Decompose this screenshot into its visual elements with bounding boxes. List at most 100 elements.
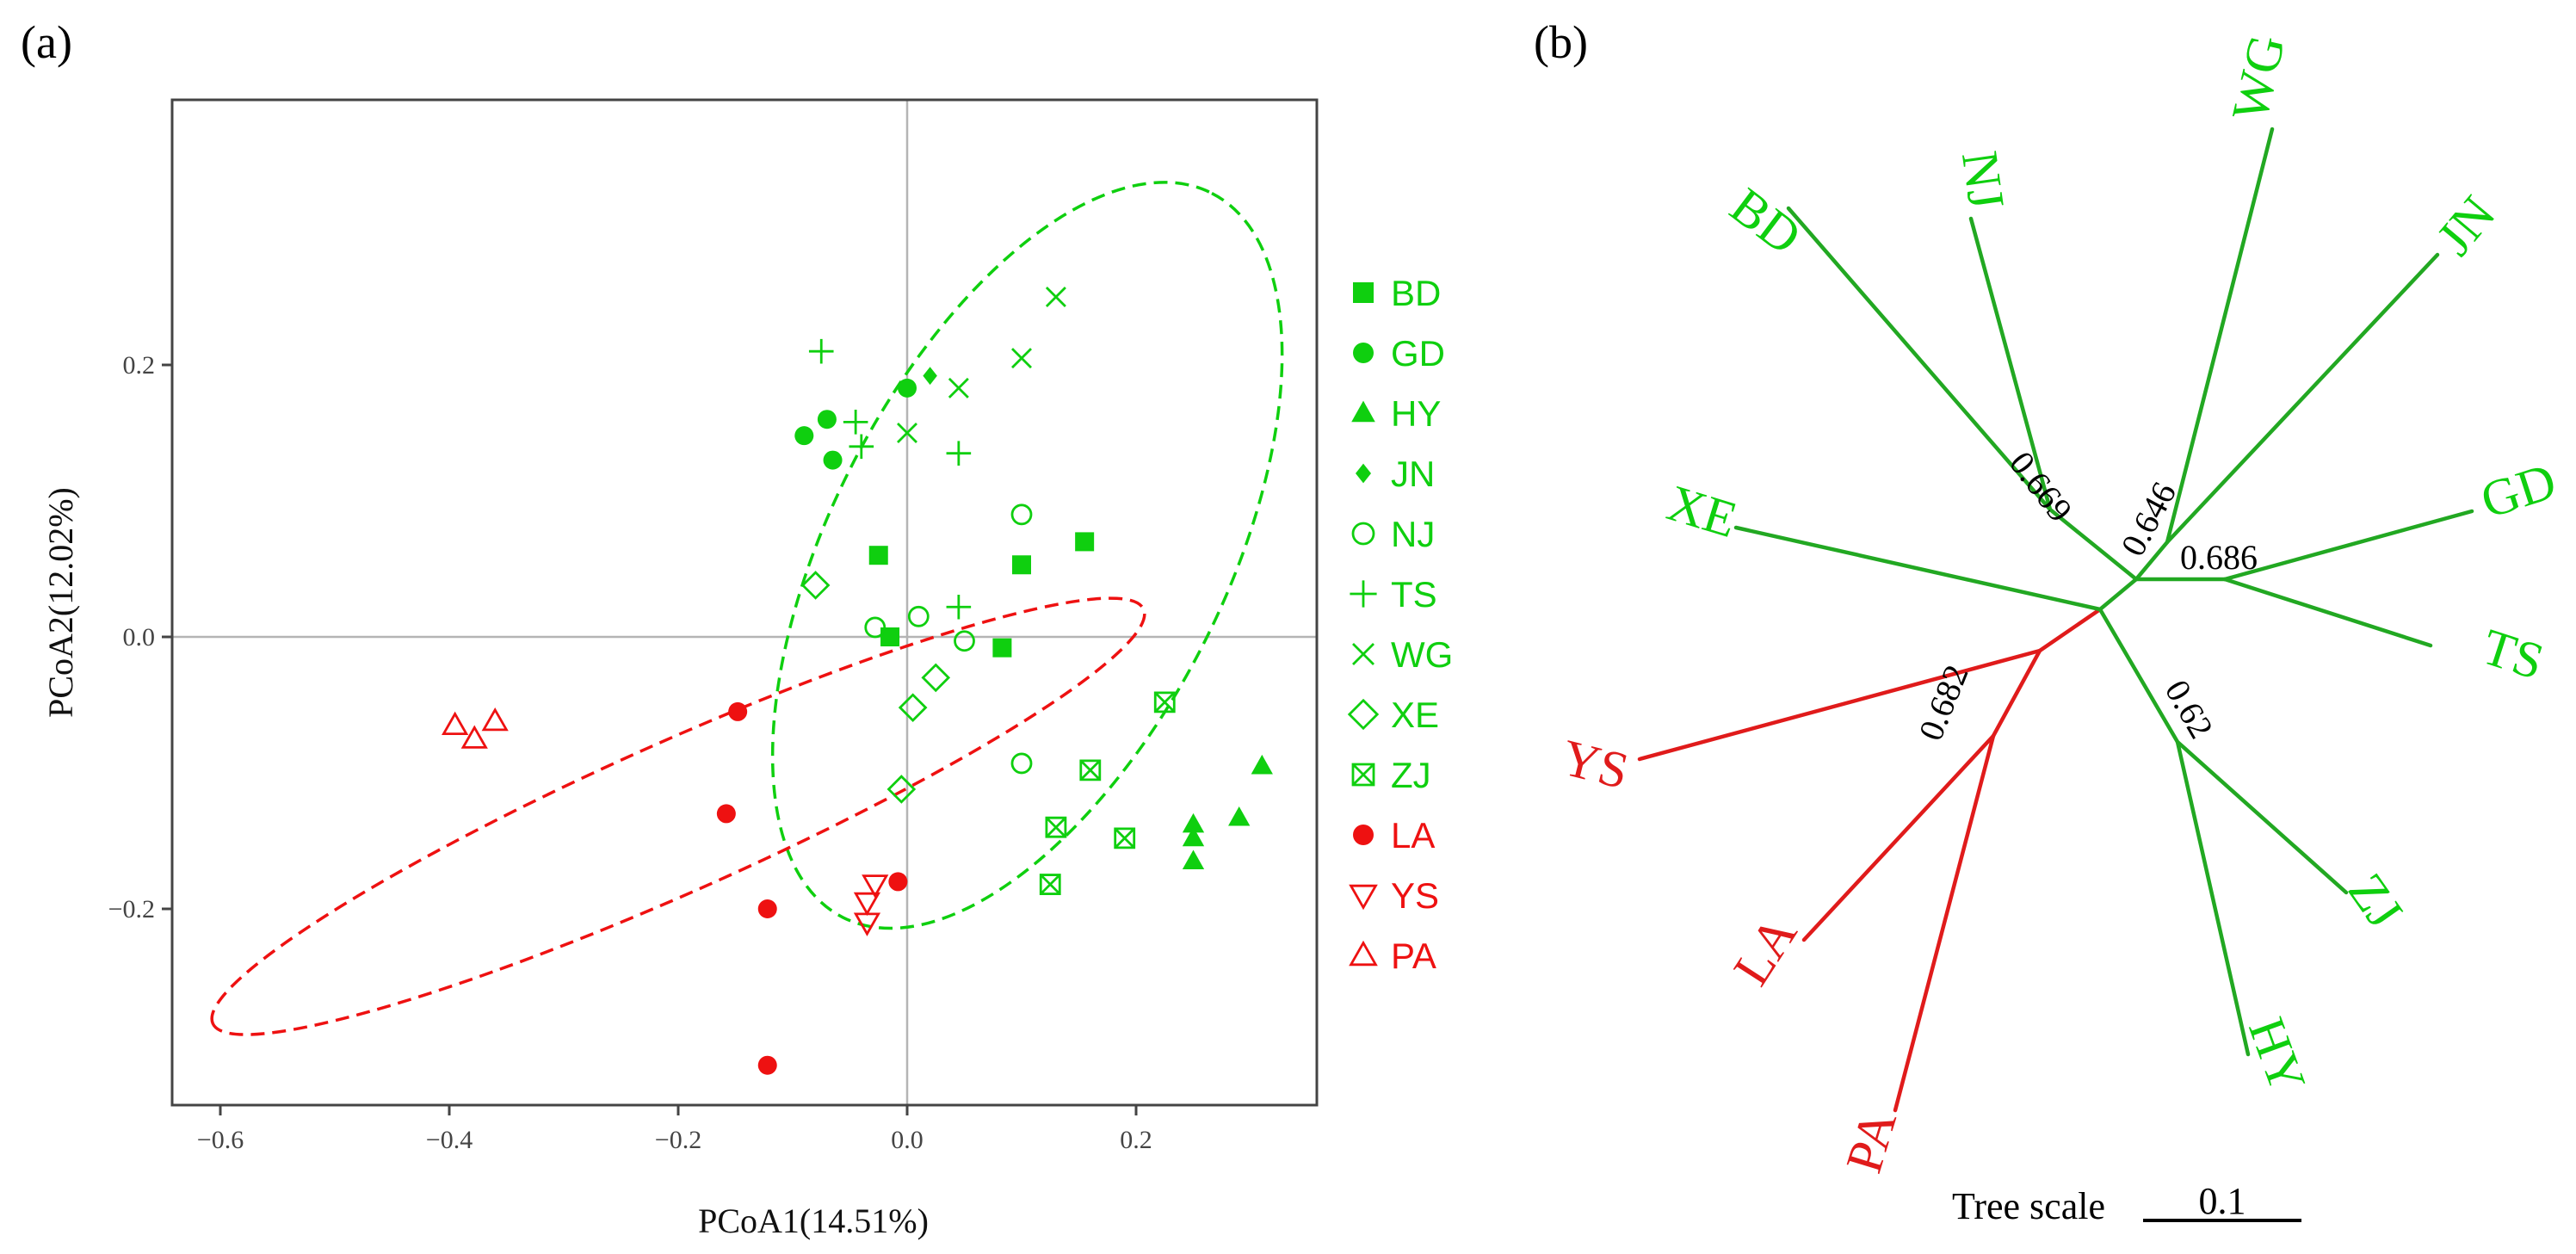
tree-branch-hy [2175,739,2251,1057]
x-tick-label: 0.2 [1120,1126,1152,1154]
plot-frame [170,98,1319,1107]
tree-scale-value: 0.1 [2199,1180,2246,1222]
legend-label-la: LA [1391,815,1435,856]
tree-leaf-wg: WG [2221,29,2296,126]
legend-marker-ys [1349,884,1378,911]
legend-marker-gd [1353,343,1374,363]
tree-branch-nj [1968,216,2053,512]
tree-leaf-ys: YS [1556,729,1634,800]
y-tick-label: 0.0 [123,623,156,652]
point-pa-1 [442,711,469,735]
legend-marker-hy [1351,400,1375,423]
point-la-2 [716,804,736,824]
point-hy-5 [1251,754,1273,775]
tree-branch-nc [2134,540,2170,582]
legend-label-zj: ZJ [1391,755,1431,795]
tree-branch-pa [1893,733,1996,1113]
point-ts-2 [843,410,868,435]
tree-support-3: 0.686 [2180,538,2258,577]
legend-label-pa: PA [1391,936,1436,976]
legend-label-bd: BD [1391,273,1441,313]
panel-label-a: (a) [21,16,72,68]
point-hy-3 [1182,849,1205,870]
legend-label-wg: WG [1391,634,1453,675]
point-ts-4 [946,441,972,466]
tree-leaf-ts: TS [2475,618,2550,690]
tree-leaf-hy: HY [2238,1010,2317,1100]
point-la-5 [757,1055,777,1075]
tree-branch-ng [2097,577,2139,612]
point-ys-1 [862,874,889,899]
y-tick-label: −0.2 [108,895,155,924]
tree-leaf-la: LA [1722,906,1807,995]
point-hy-4 [1228,806,1251,826]
tree-branch-zj [2175,739,2349,895]
point-pa-2 [460,725,488,749]
point-ys-2 [853,892,881,917]
point-pa-3 [481,707,509,732]
point-zj-4 [1114,827,1136,849]
point-wg-3 [1011,348,1032,369]
point-wg-1 [897,423,917,443]
point-bd-3 [1012,555,1031,575]
point-xe-3 [898,693,928,722]
point-nj-4 [1010,503,1033,526]
tree-leaf-zj: ZJ [2338,863,2413,938]
point-nj-1 [864,616,886,639]
point-xe-1 [800,571,831,600]
point-ys-3 [853,912,881,936]
tree-branch-jn [2165,252,2440,545]
legend-label-nj: NJ [1391,514,1435,554]
point-zj-5 [1039,874,1061,895]
tree-branch-nb [2048,507,2139,582]
tree-support-4: 0.62 [2158,673,2221,744]
tree-leaf-nj: NJ [1951,148,2016,213]
point-la-1 [728,701,748,721]
legend-marker-xe [1347,698,1380,731]
tree-branch-la [1801,733,1996,942]
x-tick-label: −0.4 [426,1126,473,1154]
point-gd-2 [817,410,837,429]
tree-branch-ts [2222,577,2433,648]
point-hy-1 [1182,812,1205,833]
point-wg-4 [1045,287,1066,307]
legend-label-jn: JN [1391,454,1435,494]
point-xe-4 [886,775,917,804]
y-axis-title: PCoA2(12.02%) [41,487,80,718]
confidence-ellipse-red [210,596,1146,1036]
tree-scale-bar: Tree scale 0.1 [1952,1180,2301,1227]
x-axis-title: PCoA1(14.51%) [698,1201,929,1240]
point-nj-3 [954,630,975,652]
x-tick-label: 0.0 [891,1126,924,1154]
legend-marker-bd [1353,282,1374,303]
point-ts-3 [849,434,874,460]
point-zj-1 [1153,691,1176,713]
tree-branch-xe [1733,525,2103,612]
tree-leaf-gd: GD [2474,452,2563,529]
tree-branch-wg [2165,127,2275,545]
tree-branch-ne [2097,607,2180,744]
point-gd-4 [898,378,917,398]
point-la-4 [888,872,908,892]
point-wg-2 [948,377,969,398]
legend-marker-la [1353,825,1374,845]
legend-label-gd: GD [1391,333,1445,374]
point-gd-3 [823,450,843,470]
point-la-3 [757,899,777,918]
point-bd-1 [868,546,888,565]
legend-marker-pa [1349,940,1378,967]
tree-branch-ys [1637,648,2042,762]
point-ts-1 [808,338,834,364]
legend-label-hy: HY [1391,393,1441,434]
point-bd-5 [992,638,1012,658]
legend-label-xe: XE [1391,695,1439,735]
point-bd-4 [1075,532,1095,552]
legend-marker-jn [1356,463,1371,484]
tree-leaf-bd: BD [1720,177,1812,266]
legend-marker-zj [1351,763,1375,787]
x-tick-label: −0.2 [655,1126,701,1154]
tree-scale-label: Tree scale [1952,1185,2105,1227]
